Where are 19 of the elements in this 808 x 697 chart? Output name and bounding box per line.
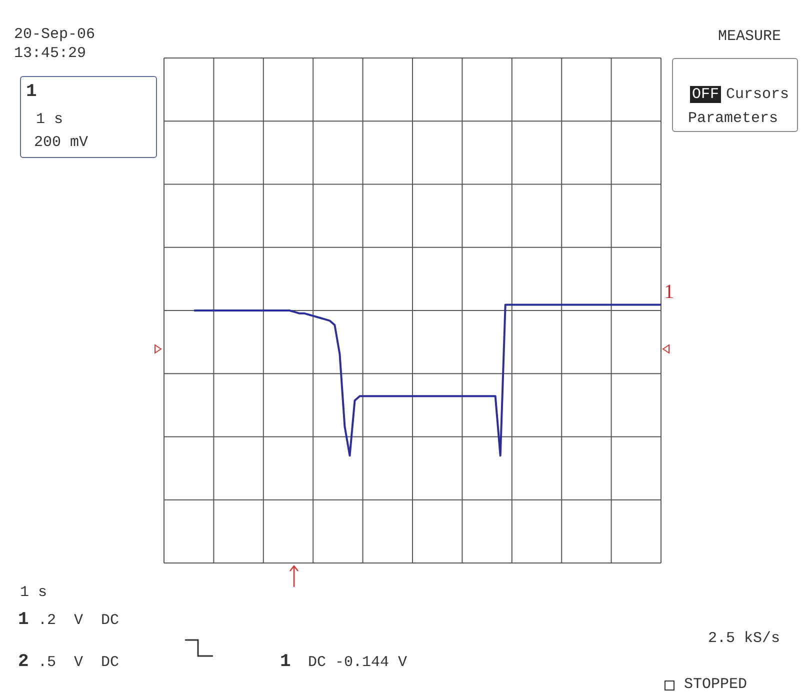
text: 1 s xyxy=(20,584,48,601)
text: 1 xyxy=(280,652,291,672)
text: 2.5 kS/s xyxy=(708,630,780,647)
text: 2 xyxy=(18,652,29,672)
text: Cursors xyxy=(726,86,790,103)
text: 1 xyxy=(26,82,37,102)
text: 1 xyxy=(18,610,29,630)
text: OFF xyxy=(690,86,722,103)
text: 20-Sep-06 xyxy=(14,26,96,43)
text: MEASURE xyxy=(718,28,782,45)
text: Parameters xyxy=(688,110,778,127)
text: 1 xyxy=(664,281,674,303)
text: STOPPED xyxy=(684,676,748,693)
text: 200 mV xyxy=(34,134,88,151)
text: .2 V DC xyxy=(38,612,120,629)
text: .5 V DC xyxy=(38,654,120,671)
text: DC -0.144 V xyxy=(308,654,408,671)
text: 13:45:29 xyxy=(14,45,86,62)
text: 1 s xyxy=(36,111,64,128)
